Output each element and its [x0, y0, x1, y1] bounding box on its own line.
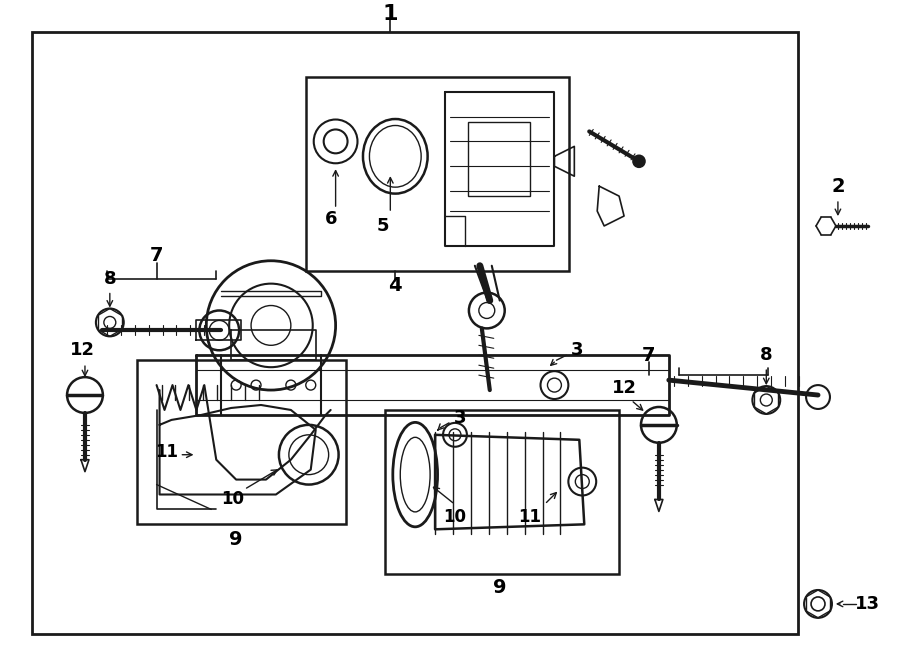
Text: 10: 10 — [444, 508, 466, 526]
Text: 7: 7 — [149, 246, 163, 265]
Text: 4: 4 — [389, 276, 402, 295]
Text: 10: 10 — [221, 491, 245, 508]
Text: 8: 8 — [104, 269, 116, 288]
Text: 2: 2 — [831, 177, 845, 196]
Bar — [137, 360, 346, 524]
Text: 6: 6 — [324, 210, 337, 228]
Text: 8: 8 — [760, 346, 772, 364]
Text: 9: 9 — [493, 577, 507, 596]
Text: 3: 3 — [454, 409, 466, 427]
Text: 11: 11 — [518, 508, 541, 526]
Text: 5: 5 — [377, 217, 390, 235]
Text: 12: 12 — [69, 342, 94, 359]
Text: 7: 7 — [643, 346, 656, 365]
Text: 11: 11 — [155, 443, 178, 461]
Text: 12: 12 — [612, 379, 636, 397]
Circle shape — [633, 156, 645, 167]
Bar — [468, 122, 529, 196]
Bar — [306, 77, 570, 271]
Text: 9: 9 — [230, 530, 243, 549]
Text: 13: 13 — [855, 595, 880, 613]
Bar — [32, 32, 798, 634]
Text: 1: 1 — [382, 4, 398, 24]
Bar — [385, 410, 619, 574]
Text: 3: 3 — [572, 342, 583, 359]
